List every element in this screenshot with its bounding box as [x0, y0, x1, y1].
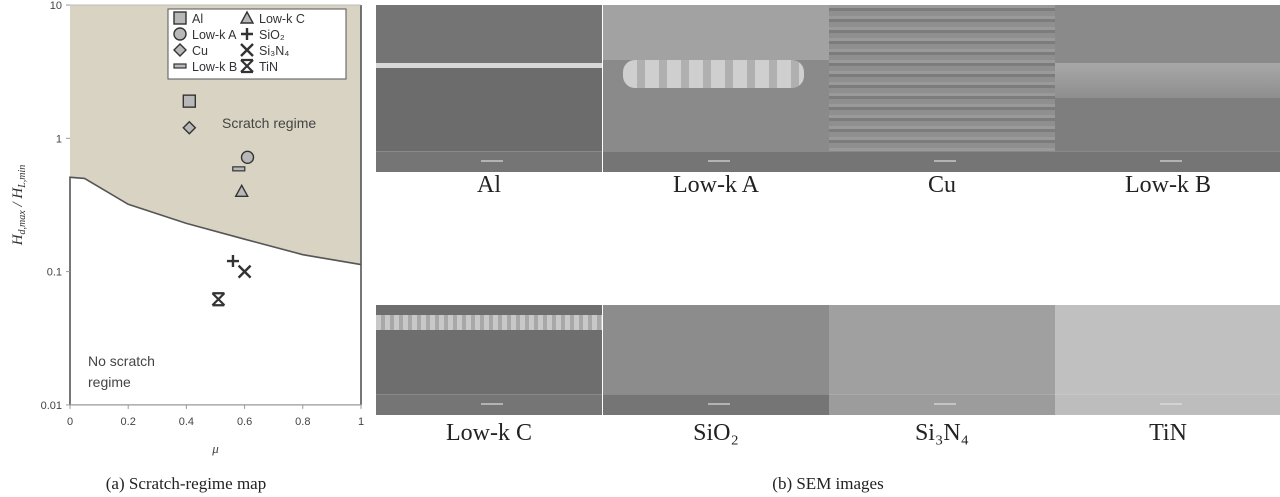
legend-marker	[173, 63, 187, 69]
diamond-shape	[173, 43, 187, 57]
x-axis-label: μ	[211, 441, 219, 456]
y-tick-label: 0.01	[41, 400, 62, 412]
x-tick-label: 0	[67, 416, 73, 428]
sem-image-low-k-a	[603, 5, 829, 172]
legend-label: TiN	[259, 60, 278, 74]
legend-label: SiO₂	[259, 28, 285, 42]
legend: Al Low-k A Cu Low-k B Low-k C SiO₂ Si₃N₄ TiN	[167, 8, 347, 80]
sem-info-bar	[829, 394, 1055, 415]
data-point-sio-	[226, 255, 239, 268]
triangle-shape	[234, 183, 249, 198]
data-point-low-k-c	[234, 183, 249, 198]
regime-boundary-line	[69, 176, 362, 405]
y-tick-label: 10	[50, 0, 62, 12]
legend-box	[167, 8, 347, 80]
sem-info-bar	[829, 151, 1055, 172]
legend-marker	[173, 27, 187, 41]
sem-image-label: Low-k A	[673, 172, 759, 198]
x-tick-label: 0.2	[121, 416, 136, 428]
x-tick-label: 1	[358, 416, 364, 428]
sem-image-si-n-	[829, 305, 1055, 415]
sem-image-label: SiO₂	[693, 420, 739, 446]
triangle-shape	[239, 10, 255, 24]
circle-shape	[173, 27, 187, 41]
sem-info-bar	[376, 394, 602, 415]
legend-label: Low-k C	[259, 12, 305, 26]
sem-image-tin	[1055, 305, 1280, 415]
x-tick-label: 0.6	[237, 416, 252, 428]
legend-label: Low-k B	[192, 60, 237, 74]
dash-shape	[232, 166, 246, 172]
sem-image-label: Low-k B	[1125, 172, 1211, 198]
circle-shape	[240, 150, 255, 165]
caption-b: (b) SEM images	[772, 474, 884, 493]
legend-marker	[240, 43, 254, 57]
plus-shape	[241, 28, 253, 40]
no-scratch-regime-label-line2: regime	[88, 374, 131, 390]
sem-image-label: Al	[477, 172, 501, 198]
asterisk-shape	[240, 58, 254, 74]
y-axis-label: Hd,max / HL,min	[10, 165, 28, 247]
sem-info-bar	[1055, 151, 1280, 172]
diamond-shape	[182, 120, 197, 135]
sem-image-low-k-b	[1055, 5, 1280, 172]
sem-info-bar	[1055, 394, 1280, 415]
sem-info-bar	[603, 394, 829, 415]
square-shape	[182, 94, 197, 108]
legend-label: Cu	[192, 44, 208, 58]
sem-info-bar	[603, 151, 829, 172]
y-tick-label: 0.1	[47, 267, 62, 279]
legend-label: Si₃N₄	[259, 44, 289, 58]
sem-image-label: Si₃N₄	[914, 420, 970, 446]
square-shape	[173, 11, 187, 25]
legend-marker	[173, 11, 187, 25]
sem-image-al	[376, 5, 602, 172]
sem-image-label: TiN	[1149, 420, 1187, 446]
sem-image-label: Cu	[927, 172, 956, 198]
legend-marker	[173, 43, 187, 57]
legend-marker	[239, 10, 255, 24]
scratch-regime-label: Scratch regime	[222, 115, 316, 131]
no-scratch-regime-label: No scratch	[88, 353, 155, 369]
scratch-regime-chart: 0 0.2 0.4 0.6 0.8 1 0.01 0.1 1 10 μ Hd,max / HL,min…	[10, 0, 364, 456]
dash-shape	[173, 63, 187, 69]
plus-shape	[226, 255, 239, 268]
data-point-al	[182, 94, 197, 108]
x-shape	[237, 264, 252, 279]
data-point-low-k-a	[240, 150, 255, 165]
data-point-si-n-	[237, 264, 252, 279]
data-point-cu	[182, 120, 197, 135]
legend-label: Low-k A	[192, 28, 237, 42]
legend-label: Al	[192, 12, 203, 26]
legend-marker	[240, 58, 254, 74]
sem-image-label: Low-k C	[446, 420, 532, 446]
x-shape	[240, 43, 254, 57]
data-point-low-k-b	[232, 166, 246, 172]
x-tick-label: 0.8	[295, 416, 310, 428]
y-tick-label: 1	[56, 133, 62, 145]
x-tick-label: 0.4	[179, 416, 194, 428]
caption-a: (a) Scratch-regime map	[105, 474, 267, 493]
legend-marker	[241, 28, 253, 40]
sem-image-sio-	[603, 305, 829, 415]
sem-info-bar	[376, 151, 602, 172]
asterisk-shape	[211, 292, 226, 307]
data-point-tin	[211, 292, 226, 307]
sem-image-low-k-c	[376, 305, 602, 415]
sem-image-cu	[829, 5, 1055, 172]
